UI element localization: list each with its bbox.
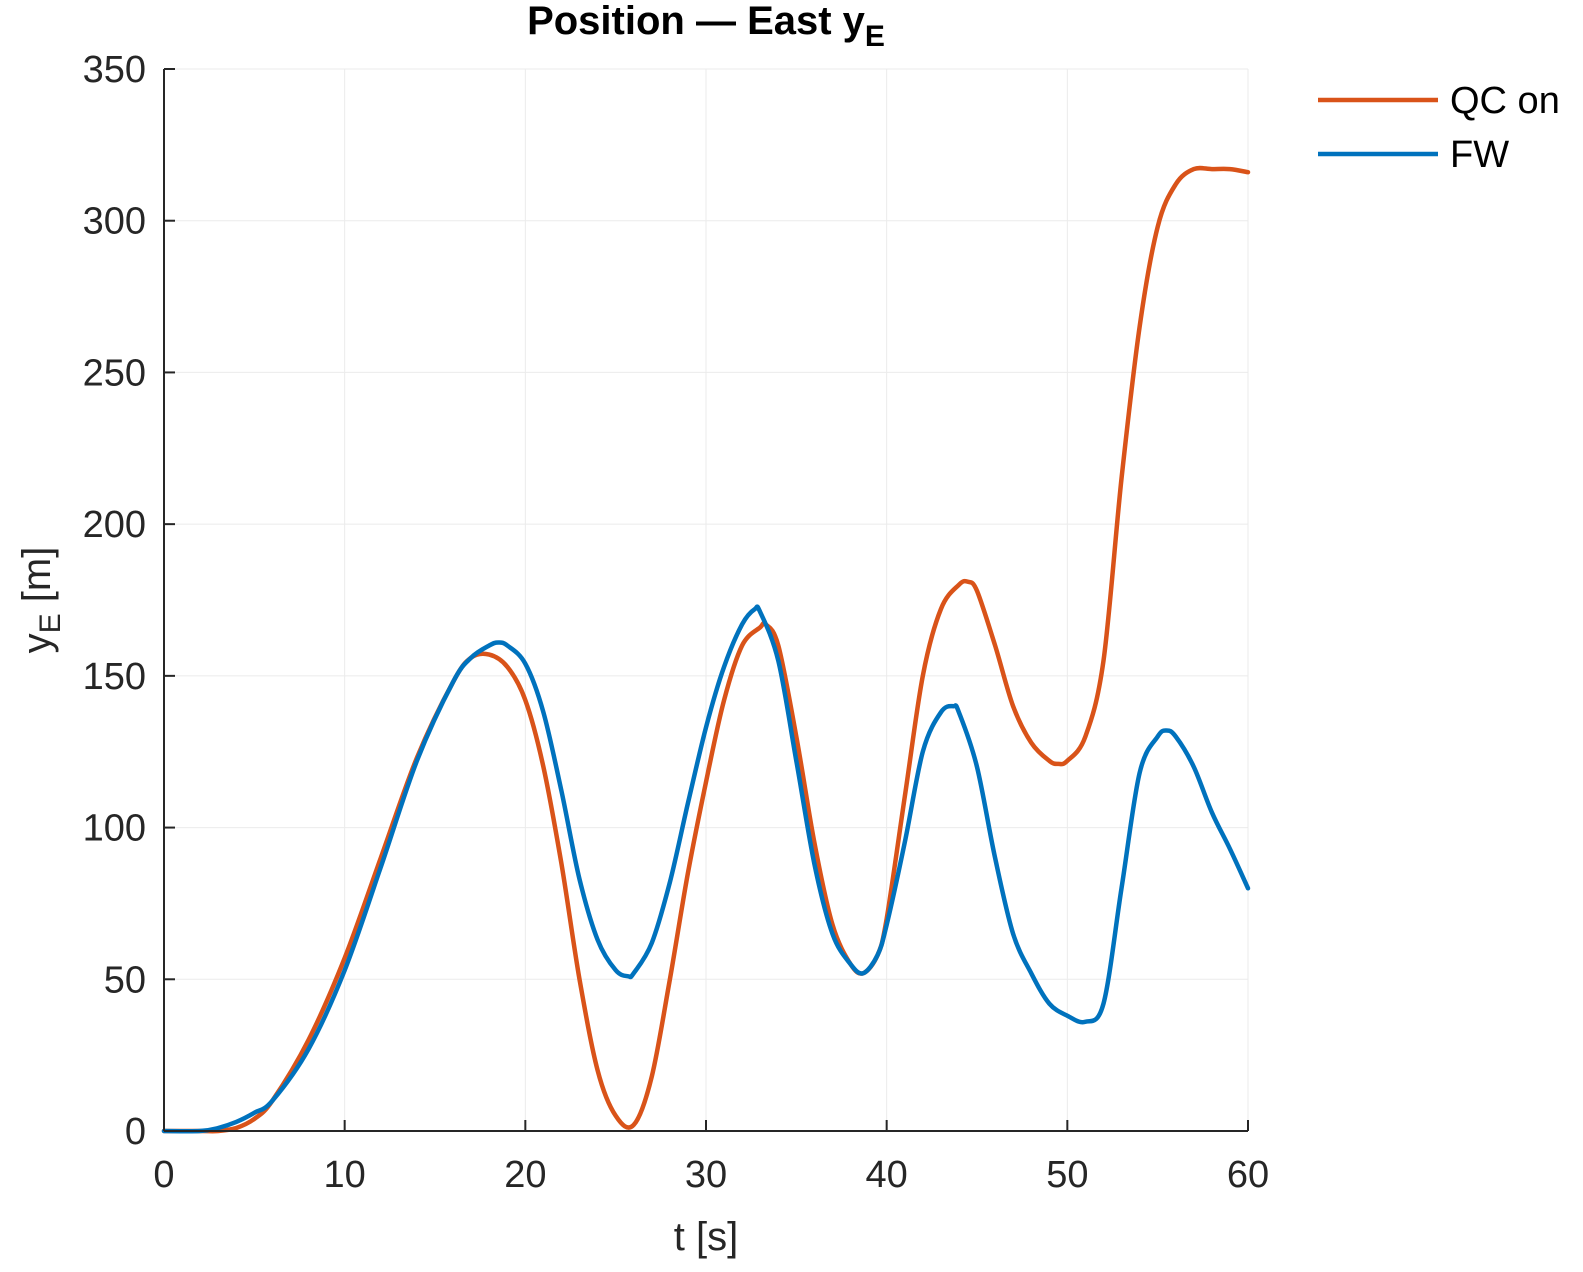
x-tick-label: 40: [866, 1154, 908, 1196]
y-tick-label: 350: [83, 49, 146, 91]
y-axis-label-main: y: [15, 633, 59, 653]
y-ticks: 0 50 100 150 200 250 300 350: [83, 49, 175, 1153]
legend-label-fw: FW: [1450, 134, 1509, 176]
legend-label-qc-on: QC on: [1450, 80, 1560, 122]
y-tick-label: 0: [125, 1111, 146, 1153]
x-tick-label: 50: [1046, 1154, 1088, 1196]
y-tick-label: 300: [83, 201, 146, 243]
x-tick-label: 0: [153, 1154, 174, 1196]
x-axis-label: t [s]: [674, 1215, 738, 1259]
chart-title-main: Position — East y: [527, 0, 866, 43]
y-axis-label-unit: [m]: [15, 547, 59, 614]
y-axis-label: yE [m]: [15, 547, 67, 654]
chart-title-subscript: E: [865, 20, 885, 53]
series-layer: [161, 165, 1251, 1134]
x-tick-label: 30: [685, 1154, 727, 1196]
y-tick-label: 200: [83, 504, 146, 546]
series-line-fw: [161, 604, 1251, 1134]
x-tick-label: 60: [1227, 1154, 1269, 1196]
y-tick-label: 150: [83, 656, 146, 698]
x-tick-label: 10: [324, 1154, 366, 1196]
y-tick-label: 250: [83, 352, 146, 394]
y-tick-label: 100: [83, 808, 146, 850]
chart-title: Position — East yE: [527, 0, 885, 53]
y-axis-label-subscript: E: [34, 613, 67, 633]
grid: [163, 68, 1249, 1132]
y-tick-label: 50: [104, 959, 146, 1001]
legend: QC on FW: [1318, 80, 1560, 176]
x-ticks: 0 10 20 30 40 50 60: [153, 1120, 1269, 1196]
x-tick-label: 20: [504, 1154, 546, 1196]
